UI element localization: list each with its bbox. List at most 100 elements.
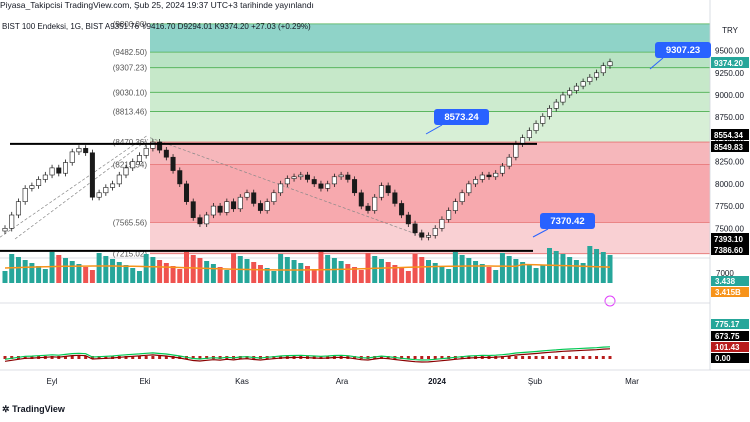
badge-last-bg	[711, 57, 749, 68]
badge-level-high: 8554.34	[714, 131, 743, 140]
y-tick-label: 9250.00	[715, 69, 744, 78]
volume-bar	[224, 270, 230, 283]
volume-bar	[190, 255, 196, 283]
macd-histogram-bar	[84, 356, 88, 359]
fib-zone-7	[150, 222, 710, 254]
candle-body	[278, 183, 284, 194]
macd-histogram-bar	[500, 356, 504, 359]
volume-bar	[352, 267, 358, 283]
volume-bar	[210, 264, 216, 283]
volume-bar	[89, 270, 95, 283]
volume-bar	[553, 251, 559, 283]
macd-histogram-bar	[245, 356, 249, 359]
volume-bar	[264, 268, 270, 283]
volume-bar	[378, 259, 384, 283]
candle-body	[560, 94, 566, 103]
candle-body	[83, 148, 89, 154]
volume-bar	[331, 258, 337, 283]
candle-body	[479, 174, 485, 180]
candle-body	[499, 165, 505, 174]
volume-bar	[493, 270, 499, 283]
macd-histogram-bar	[319, 356, 323, 359]
candle-body	[405, 214, 411, 225]
candle-body	[358, 192, 364, 207]
macd-histogram-bar	[164, 356, 168, 359]
volume-bar	[419, 257, 425, 283]
candle-body	[197, 217, 203, 225]
volume-bar	[271, 271, 277, 283]
candle-body	[2, 228, 8, 232]
candle-body	[399, 203, 405, 216]
candle-body	[184, 183, 190, 202]
signal-line	[4, 348, 611, 363]
macd-badge-0: 775.17	[715, 320, 740, 329]
candle-body	[432, 228, 438, 236]
macd-histogram-bar	[198, 356, 202, 359]
fib-label-2: (9307.23)	[113, 64, 148, 73]
volume-bar	[392, 265, 398, 283]
macd-histogram-bar	[104, 356, 108, 359]
volume-bar	[446, 269, 452, 283]
macd-badge-bg-0	[711, 319, 749, 329]
candle-body	[42, 174, 48, 180]
volume-bar	[412, 254, 418, 283]
x-tick-label: Mar	[625, 377, 639, 386]
macd-histogram-bar	[64, 356, 67, 359]
candle-body	[298, 174, 304, 178]
badge-level-low2-bg	[711, 244, 749, 255]
volume-bar	[96, 253, 102, 283]
volume-bar	[459, 255, 465, 283]
badge-level-high-bg	[711, 129, 749, 140]
macd-histogram-bar	[272, 356, 276, 359]
fib-zone-3	[150, 92, 710, 112]
candle-body	[130, 161, 136, 169]
macd-histogram-bar	[158, 356, 162, 359]
candle-body	[594, 72, 600, 78]
candle-body	[56, 167, 62, 174]
candle-body	[291, 176, 297, 179]
volume-bar	[540, 265, 546, 283]
candle-body	[217, 205, 223, 213]
volume-bar	[217, 267, 223, 283]
tv-logo-text: TradingView	[12, 404, 65, 414]
volume-bar	[177, 269, 183, 283]
volume-bar	[573, 260, 579, 283]
candle-body	[325, 183, 331, 189]
candle-body	[378, 185, 384, 198]
macd-histogram-bar	[144, 356, 148, 359]
volume-bar	[163, 263, 169, 283]
candle-body	[157, 141, 163, 151]
macd-line	[4, 346, 611, 361]
candle-body	[62, 162, 68, 174]
volume-bar	[123, 265, 129, 283]
callout-9307-pointer	[649, 57, 664, 70]
volume-bar	[116, 262, 122, 283]
y-tick-label: 8250.00	[715, 158, 744, 167]
fib-label-4: (8813.46)	[113, 108, 148, 117]
candle-body	[116, 174, 122, 185]
lightning-icon	[604, 295, 616, 307]
callout-7370-bg	[540, 213, 595, 229]
x-tick-label: Şub	[528, 377, 543, 386]
symbol-line: BIST 100 Endeksi, 1G, BIST A9351.76 Y941…	[2, 22, 311, 31]
macd-histogram-bar	[137, 356, 141, 359]
x-tick-label: Eki	[139, 377, 150, 386]
volume-bar	[150, 257, 156, 283]
badge-level-high2-bg	[711, 141, 749, 152]
volume-bar	[499, 253, 505, 283]
macd-histogram-bar	[601, 356, 605, 359]
volume-bar	[83, 267, 89, 283]
candle-body	[439, 219, 445, 229]
candle-body	[446, 210, 452, 220]
candle-body	[540, 116, 546, 124]
candle-body	[22, 188, 28, 202]
macd-histogram-bar	[440, 356, 444, 359]
macd-histogram-bar	[124, 356, 128, 359]
volume-bar	[244, 259, 250, 283]
macd-histogram-bar	[151, 356, 155, 359]
y-tick-label: 8750.00	[715, 113, 744, 122]
candle-body	[607, 61, 613, 66]
badge-level-high2: 8549.83	[714, 143, 743, 152]
candle-body	[365, 205, 371, 211]
